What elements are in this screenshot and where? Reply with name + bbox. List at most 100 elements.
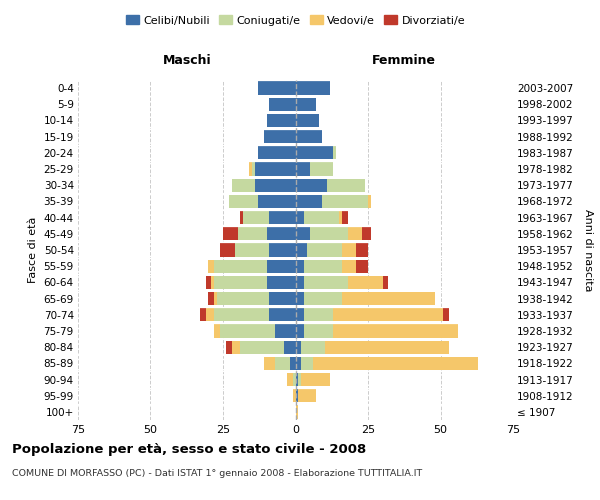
Text: Maschi: Maschi	[163, 54, 211, 67]
Text: Popolazione per età, sesso e stato civile - 2008: Popolazione per età, sesso e stato civil…	[12, 442, 366, 456]
Bar	[342, 260, 356, 273]
Bar	[293, 373, 296, 386]
Bar	[296, 195, 322, 208]
Bar	[232, 178, 255, 192]
Bar	[304, 292, 342, 305]
Bar	[269, 292, 296, 305]
Y-axis label: Fasce di età: Fasce di età	[28, 217, 38, 283]
Bar	[348, 227, 362, 240]
Bar	[290, 356, 296, 370]
Bar	[255, 162, 296, 175]
Bar	[296, 211, 304, 224]
Bar	[310, 162, 333, 175]
Bar	[235, 244, 269, 256]
Bar	[296, 82, 331, 94]
Bar	[296, 406, 298, 418]
Bar	[296, 244, 307, 256]
Bar	[226, 340, 232, 354]
Bar	[296, 340, 301, 354]
Bar	[258, 82, 296, 94]
Bar	[348, 276, 383, 289]
Bar	[211, 276, 214, 289]
Bar	[296, 260, 304, 273]
Bar	[342, 292, 434, 305]
Bar	[325, 340, 449, 354]
Bar	[333, 146, 336, 160]
Bar	[310, 227, 348, 240]
Bar	[296, 324, 304, 338]
Bar	[223, 227, 238, 240]
Bar	[296, 308, 304, 322]
Bar	[241, 211, 244, 224]
Bar	[296, 292, 304, 305]
Bar	[269, 244, 296, 256]
Bar	[206, 276, 211, 289]
Bar	[443, 308, 449, 322]
Bar	[220, 244, 235, 256]
Bar	[266, 227, 296, 240]
Y-axis label: Anni di nascita: Anni di nascita	[583, 209, 593, 291]
Bar	[266, 276, 296, 289]
Bar	[206, 308, 214, 322]
Bar	[301, 373, 331, 386]
Bar	[313, 356, 478, 370]
Bar	[214, 276, 266, 289]
Bar	[275, 356, 290, 370]
Bar	[333, 308, 443, 322]
Text: COMUNE DI MORFASSO (PC) - Dati ISTAT 1° gennaio 2008 - Elaborazione TUTTITALIA.I: COMUNE DI MORFASSO (PC) - Dati ISTAT 1° …	[12, 468, 422, 477]
Bar	[258, 146, 296, 160]
Bar	[220, 324, 275, 338]
Bar	[296, 178, 328, 192]
Bar	[304, 260, 342, 273]
Bar	[296, 114, 319, 127]
Bar	[298, 373, 301, 386]
Bar	[296, 162, 310, 175]
Bar	[269, 98, 296, 111]
Bar	[252, 162, 255, 175]
Bar	[296, 227, 310, 240]
Bar	[275, 324, 296, 338]
Bar	[304, 308, 333, 322]
Bar	[368, 195, 371, 208]
Bar	[342, 244, 356, 256]
Bar	[339, 211, 342, 224]
Bar	[304, 324, 333, 338]
Bar	[229, 195, 258, 208]
Bar	[296, 130, 322, 143]
Bar	[214, 260, 266, 273]
Bar	[244, 211, 269, 224]
Bar	[287, 373, 293, 386]
Bar	[249, 162, 252, 175]
Bar	[304, 276, 348, 289]
Bar	[342, 211, 348, 224]
Bar	[328, 178, 365, 192]
Bar	[296, 276, 304, 289]
Bar	[383, 276, 388, 289]
Bar	[296, 98, 316, 111]
Bar	[301, 356, 313, 370]
Bar	[266, 260, 296, 273]
Bar	[356, 244, 368, 256]
Bar	[356, 260, 368, 273]
Bar	[293, 389, 296, 402]
Bar	[200, 308, 206, 322]
Bar	[263, 356, 275, 370]
Bar	[362, 227, 371, 240]
Bar	[296, 146, 333, 160]
Bar	[209, 292, 214, 305]
Bar	[304, 211, 339, 224]
Bar	[214, 324, 220, 338]
Bar	[266, 114, 296, 127]
Bar	[296, 356, 301, 370]
Bar	[284, 340, 296, 354]
Bar	[269, 308, 296, 322]
Bar	[214, 292, 217, 305]
Text: Femmine: Femmine	[372, 54, 436, 67]
Bar	[209, 260, 214, 273]
Bar	[238, 227, 266, 240]
Bar	[301, 340, 325, 354]
Bar	[241, 340, 284, 354]
Bar	[255, 178, 296, 192]
Bar	[214, 308, 269, 322]
Legend: Celibi/Nubili, Coniugati/e, Vedovi/e, Divorziati/e: Celibi/Nubili, Coniugati/e, Vedovi/e, Di…	[121, 11, 470, 30]
